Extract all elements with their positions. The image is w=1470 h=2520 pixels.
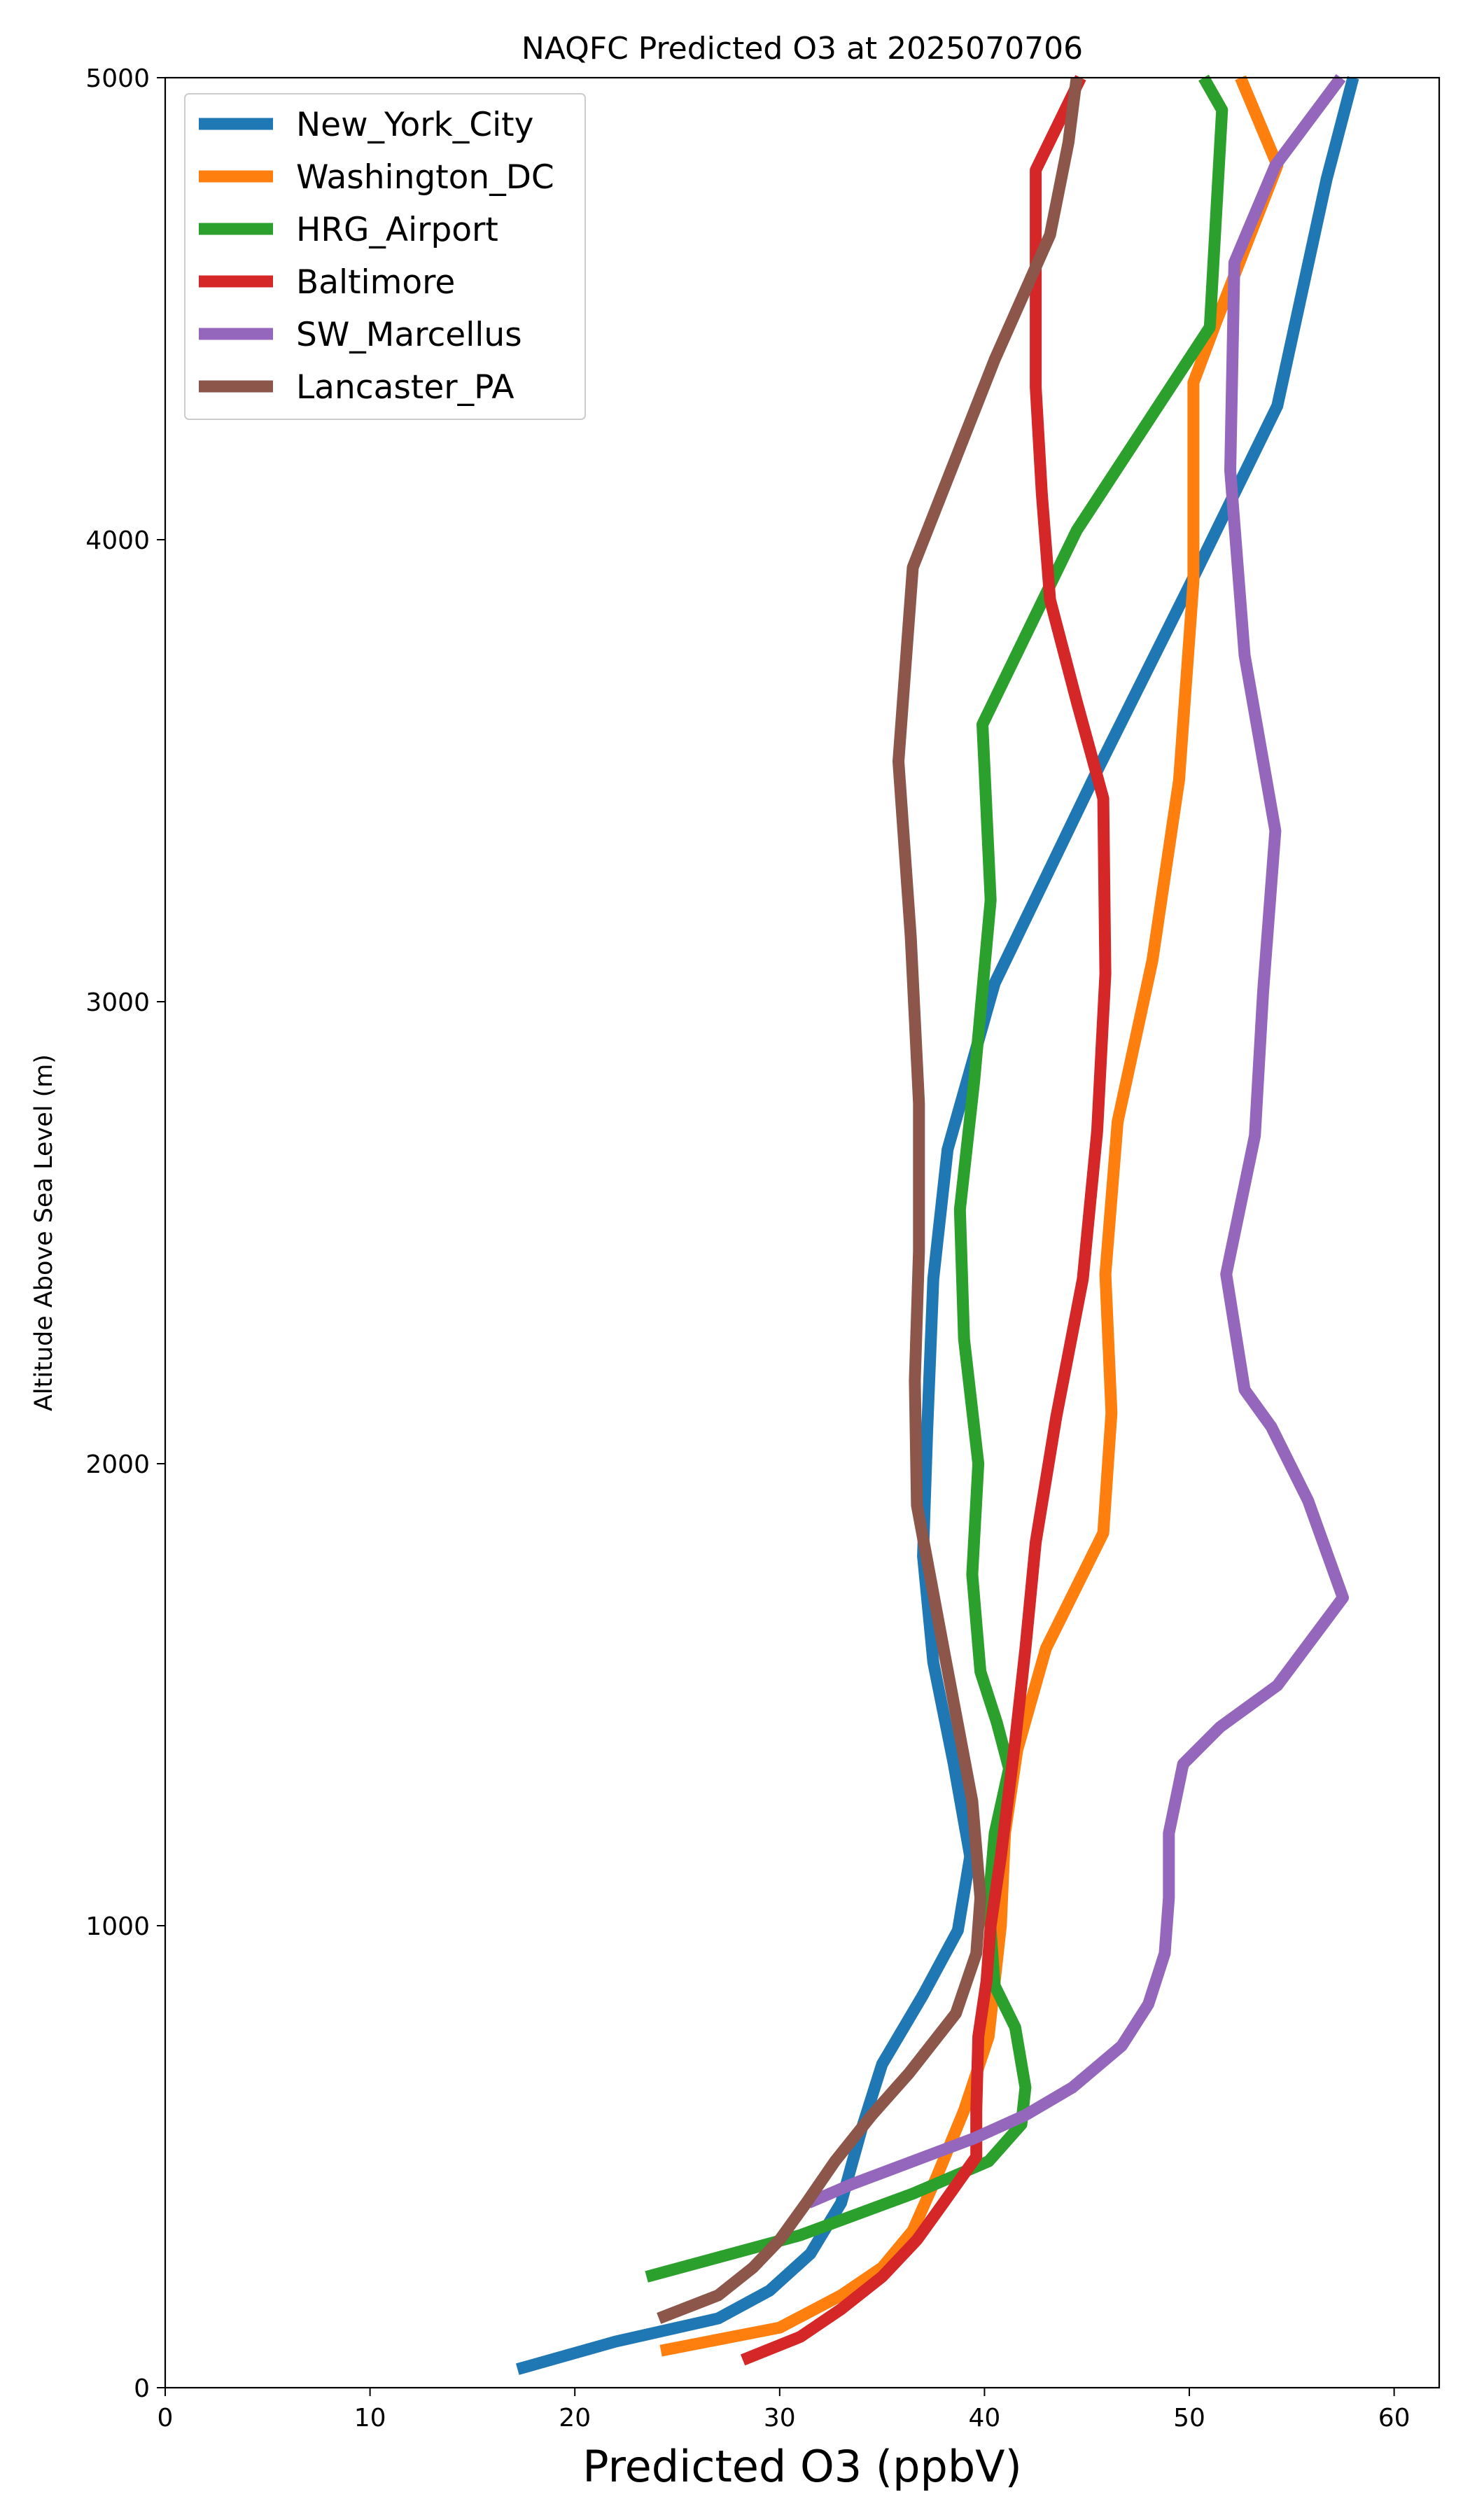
legend: New_York_City Washington_DC HRG_Airport Bal… bbox=[184, 93, 586, 420]
y-tick-label: 3000 bbox=[85, 988, 150, 1017]
x-tick-label: 30 bbox=[764, 2404, 796, 2432]
legend-label: HRG_Airport bbox=[296, 211, 498, 249]
y-tick-label: 1000 bbox=[85, 1912, 150, 1941]
plot-frame bbox=[164, 76, 1441, 2389]
series-line-hrg-airport bbox=[645, 74, 1228, 2283]
series-lines bbox=[515, 74, 1359, 2375]
y-axis: 0 1000 2000 3000 4000 5000 bbox=[85, 64, 165, 2403]
series-line-washington-dc bbox=[659, 75, 1284, 2357]
y-tick-label: 0 bbox=[134, 2374, 150, 2403]
series-line-lancaster-pa bbox=[657, 76, 1083, 2324]
x-tick-label: 40 bbox=[969, 2404, 1001, 2432]
x-tick-label: 60 bbox=[1378, 2404, 1410, 2432]
x-axis: 0 10 20 30 40 50 60 bbox=[158, 2388, 1410, 2432]
x-axis-label: Predicted O3 (ppbV) bbox=[582, 2441, 1022, 2492]
y-tick-label: 2000 bbox=[85, 1450, 150, 1479]
y-tick-label: 4000 bbox=[85, 526, 150, 555]
legend-label: New_York_City bbox=[296, 106, 533, 144]
legend-label: Washington_DC bbox=[296, 158, 554, 197]
chart-title: NAQFC Predicted O3 at 2025070706 bbox=[522, 31, 1083, 66]
legend-label: Baltimore bbox=[296, 263, 455, 302]
series-line-new-york-city bbox=[515, 76, 1359, 2375]
plot-area bbox=[164, 74, 1441, 2389]
legend-frame bbox=[184, 93, 586, 420]
x-tick-label: 20 bbox=[559, 2404, 591, 2432]
y-axis-label: Altitude Above Sea Level (m) bbox=[30, 1054, 58, 1411]
x-tick-label: 50 bbox=[1173, 2404, 1205, 2432]
series-line-sw-marcellus bbox=[806, 74, 1349, 2208]
x-tick-label: 10 bbox=[354, 2404, 386, 2432]
plot-background bbox=[165, 78, 1439, 2388]
series-line-baltimore bbox=[740, 75, 1112, 2366]
legend-label: SW_Marcellus bbox=[296, 316, 522, 354]
y-tick-label: 5000 bbox=[85, 64, 150, 93]
x-tick-label: 0 bbox=[158, 2404, 174, 2432]
legend-label: Lancaster_PA bbox=[296, 368, 514, 407]
